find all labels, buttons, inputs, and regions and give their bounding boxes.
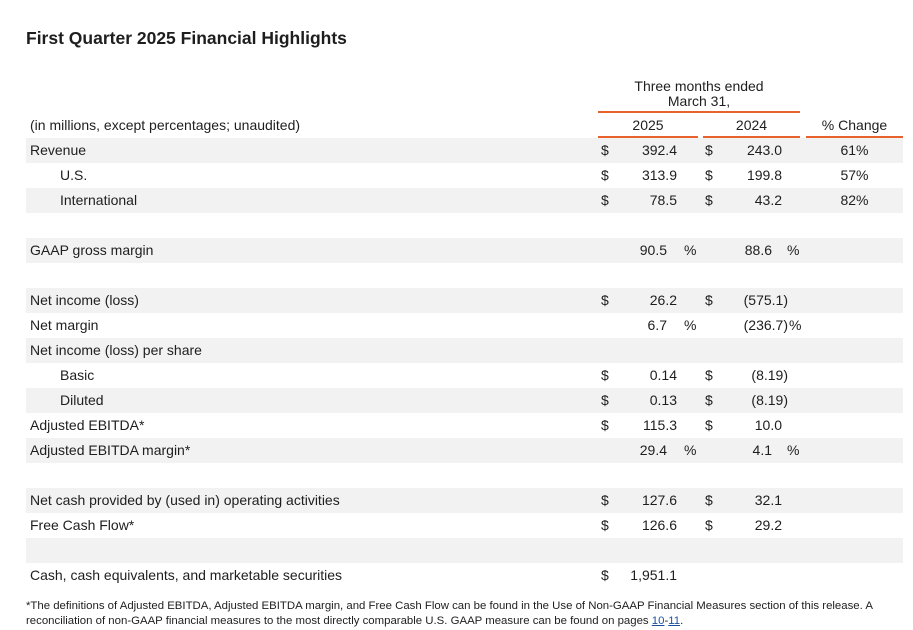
value: 1,951.1 bbox=[630, 567, 677, 583]
row-label: GAAP gross margin bbox=[30, 242, 154, 258]
value: 29.2 bbox=[754, 517, 782, 533]
value: 4.1 bbox=[752, 442, 772, 458]
change: 82% bbox=[840, 192, 869, 208]
footnote: *The definitions of Adjusted EBITDA, Adj… bbox=[26, 599, 896, 629]
value: 243.0 bbox=[746, 142, 782, 158]
row-label: Net income (loss) per share bbox=[30, 342, 202, 358]
currency: $ bbox=[601, 192, 609, 208]
value: 127.6 bbox=[641, 492, 677, 508]
row-label: Net margin bbox=[30, 317, 99, 333]
value: 313.9 bbox=[641, 167, 677, 183]
row-band bbox=[26, 538, 903, 563]
row-label: International bbox=[60, 192, 138, 208]
row-band bbox=[26, 488, 903, 513]
row-label: Revenue bbox=[30, 142, 87, 158]
row-label: Cash, cash equivalents, and marketable s… bbox=[30, 567, 343, 583]
column-header: 2024 bbox=[735, 117, 768, 133]
row-label: U.S. bbox=[60, 167, 88, 183]
value: (8.19) bbox=[751, 367, 788, 383]
page-link[interactable]: 10 bbox=[651, 615, 665, 627]
row-band bbox=[26, 188, 903, 213]
column-header: 2025 bbox=[632, 117, 664, 133]
rule bbox=[806, 136, 903, 138]
currency: $ bbox=[705, 392, 713, 408]
currency: $ bbox=[601, 392, 609, 408]
value: 199.8 bbox=[746, 167, 782, 183]
currency: $ bbox=[705, 292, 713, 308]
row-label: Net cash provided by (used in) operating… bbox=[30, 492, 340, 508]
currency: $ bbox=[705, 167, 713, 183]
row-band bbox=[26, 263, 903, 288]
suffix: % bbox=[787, 242, 800, 258]
row-label: Adjusted EBITDA margin* bbox=[30, 442, 191, 458]
value: 10.0 bbox=[754, 417, 782, 433]
row-band bbox=[26, 463, 903, 488]
currency: $ bbox=[601, 417, 609, 433]
footnote-end: . bbox=[680, 615, 684, 627]
value: (236.7) bbox=[743, 317, 788, 333]
value: 115.3 bbox=[643, 417, 677, 433]
row-band bbox=[26, 238, 903, 263]
period-header: March 31, bbox=[667, 93, 731, 109]
rule bbox=[703, 136, 800, 138]
row-label: Basic bbox=[60, 367, 95, 383]
currency: $ bbox=[601, 367, 609, 383]
currency: $ bbox=[705, 417, 713, 433]
currency: $ bbox=[705, 142, 713, 158]
rule bbox=[598, 136, 698, 138]
value: 26.2 bbox=[649, 292, 677, 308]
row-label: Free Cash Flow* bbox=[30, 517, 135, 533]
value: 392.4 bbox=[641, 142, 677, 158]
currency: $ bbox=[705, 367, 713, 383]
separator: - bbox=[664, 615, 669, 627]
row-band bbox=[26, 338, 903, 363]
currency: $ bbox=[601, 292, 609, 308]
value: 0.14 bbox=[649, 367, 677, 383]
value: 88.6 bbox=[744, 242, 772, 258]
row-band bbox=[26, 288, 903, 313]
suffix: % bbox=[787, 442, 800, 458]
currency: $ bbox=[705, 492, 713, 508]
suffix: % bbox=[684, 317, 697, 333]
value: 32.1 bbox=[754, 492, 782, 508]
rule bbox=[598, 111, 800, 113]
suffix: % bbox=[684, 242, 697, 258]
currency: $ bbox=[601, 567, 609, 583]
footnote-text: *The definitions of Adjusted EBITDA, Adj… bbox=[26, 600, 873, 627]
value: 6.7 bbox=[647, 317, 667, 333]
value: 29.4 bbox=[639, 442, 667, 458]
value: (575.1) bbox=[743, 292, 788, 308]
row-label: Adjusted EBITDA* bbox=[30, 417, 145, 433]
column-header: % Change bbox=[821, 117, 888, 133]
suffix: % bbox=[789, 317, 802, 333]
value: 90.5 bbox=[639, 242, 667, 258]
row-band bbox=[26, 138, 903, 163]
row-band bbox=[26, 388, 903, 413]
row-band bbox=[26, 213, 903, 238]
units-note: (in millions, except percentages; unaudi… bbox=[30, 117, 301, 133]
row-band bbox=[26, 438, 903, 463]
title: First Quarter 2025 Financial Highlights bbox=[26, 28, 347, 48]
change: 57% bbox=[840, 167, 869, 183]
currency: $ bbox=[705, 517, 713, 533]
row-label: Diluted bbox=[60, 392, 104, 408]
suffix: % bbox=[684, 442, 697, 458]
currency: $ bbox=[601, 517, 609, 533]
row-label: Net income (loss) bbox=[30, 292, 139, 308]
value: 43.2 bbox=[754, 192, 782, 208]
currency: $ bbox=[601, 167, 609, 183]
value: 0.13 bbox=[649, 392, 677, 408]
value: 78.5 bbox=[649, 192, 677, 208]
value: 126.6 bbox=[641, 517, 677, 533]
change: 61% bbox=[840, 142, 869, 158]
currency: $ bbox=[705, 192, 713, 208]
currency: $ bbox=[601, 142, 609, 158]
period-header: Three months ended bbox=[634, 78, 764, 94]
value: (8.19) bbox=[751, 392, 788, 408]
page-link[interactable]: 11 bbox=[668, 615, 681, 627]
currency: $ bbox=[601, 492, 609, 508]
